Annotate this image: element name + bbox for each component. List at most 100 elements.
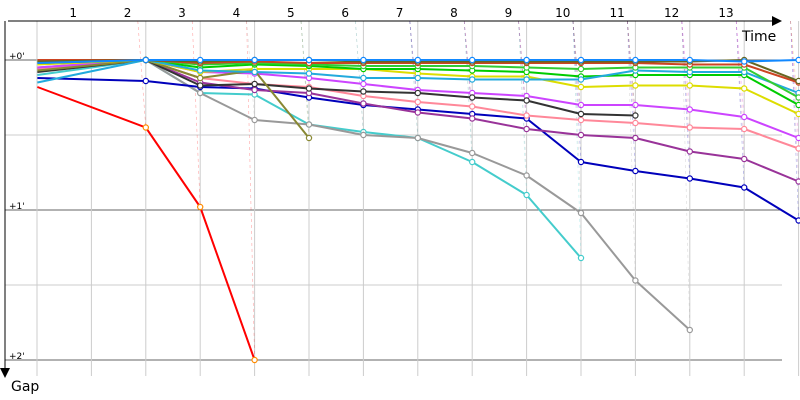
series-point <box>360 56 367 64</box>
series-point <box>142 56 149 64</box>
series-point <box>741 125 748 133</box>
series-point <box>196 82 204 89</box>
x-tick-label: 11 <box>610 6 625 20</box>
series-point <box>632 82 639 89</box>
series-point <box>686 124 694 131</box>
series-point <box>523 97 530 104</box>
series-point <box>795 134 800 142</box>
series-point <box>469 158 476 166</box>
timing-connector <box>355 20 364 133</box>
series-group <box>37 56 800 65</box>
series-point <box>196 67 204 74</box>
y-tick-label: +1' <box>9 202 25 212</box>
timing-connector <box>627 20 636 172</box>
series-point <box>142 124 149 131</box>
timing-connector <box>463 20 473 154</box>
series-line <box>37 59 799 150</box>
timing-connector <box>735 20 745 160</box>
series-point <box>795 101 800 109</box>
series-point <box>523 125 530 133</box>
series-point <box>360 100 367 107</box>
series-group <box>37 20 800 185</box>
series-point <box>523 112 530 119</box>
series-point <box>632 277 639 284</box>
series-point <box>196 74 204 82</box>
y-tick-label: +2' <box>9 352 25 362</box>
x-axis-arrow-icon <box>772 16 782 26</box>
timing-connector <box>518 20 527 196</box>
series-group <box>37 20 258 364</box>
series-point <box>741 85 748 92</box>
series-point <box>305 121 313 128</box>
series-line <box>37 86 256 361</box>
series-point <box>686 326 694 334</box>
x-tick-label: 3 <box>178 6 186 20</box>
y-axis-arrow-icon <box>0 368 10 378</box>
series-point <box>469 149 476 157</box>
timing-connector <box>627 20 636 116</box>
timing-connector <box>518 20 527 119</box>
timing-connector <box>627 20 636 139</box>
series-point <box>414 56 421 64</box>
series-point <box>360 88 367 95</box>
series-point <box>414 109 421 116</box>
series-line <box>37 59 800 106</box>
series-point <box>577 158 585 166</box>
series-group <box>37 20 800 224</box>
series-layer <box>37 20 800 364</box>
timing-connector <box>355 20 364 136</box>
timing-connector <box>191 20 201 208</box>
series-point <box>251 56 258 64</box>
timing-connector <box>735 20 745 118</box>
series-point <box>741 113 748 121</box>
series-point <box>305 56 313 64</box>
series-point <box>251 356 258 364</box>
series-point <box>523 76 530 83</box>
series-point <box>360 80 367 88</box>
timing-connector <box>572 20 582 259</box>
y-tick-label-layer: +0' +1' +2' <box>9 52 25 362</box>
series-point <box>741 184 748 191</box>
series-point <box>196 203 204 211</box>
axis-layer: Time Gap <box>0 16 782 395</box>
series-point <box>577 116 585 124</box>
timing-connector <box>790 20 799 139</box>
series-point <box>632 112 639 119</box>
series-line <box>37 59 800 99</box>
series-point <box>469 76 476 83</box>
series-point <box>632 101 639 109</box>
timing-connector <box>572 20 582 121</box>
series-point <box>686 175 694 182</box>
series-point <box>632 134 639 142</box>
timing-connector <box>300 20 310 139</box>
series-line <box>37 77 800 222</box>
series-point <box>414 134 421 142</box>
timing-connector <box>409 20 419 139</box>
series-point <box>251 86 258 94</box>
series-point <box>795 110 800 118</box>
timing-connector <box>246 20 255 361</box>
x-tick-label: 9 <box>505 6 513 20</box>
series-line <box>37 59 799 82</box>
timing-connector <box>300 20 310 125</box>
timing-connector <box>300 20 310 125</box>
x-tick-label: 10 <box>555 6 570 20</box>
series-point <box>795 145 800 152</box>
timing-connector <box>518 20 527 176</box>
series-point <box>741 155 748 163</box>
x-tick-label: 2 <box>124 6 132 20</box>
timing-connector <box>572 20 582 163</box>
series-point <box>632 119 639 127</box>
series-point <box>577 56 585 64</box>
series-point <box>305 70 313 77</box>
series-line <box>37 59 799 94</box>
series-point <box>360 131 367 139</box>
series-point <box>469 94 476 101</box>
y-tick-label: +0' <box>9 52 25 62</box>
series-point <box>305 134 313 142</box>
timing-connector <box>572 20 582 214</box>
x-tick-label: 7 <box>396 6 404 20</box>
series-line <box>37 59 799 183</box>
series-point <box>196 56 204 64</box>
